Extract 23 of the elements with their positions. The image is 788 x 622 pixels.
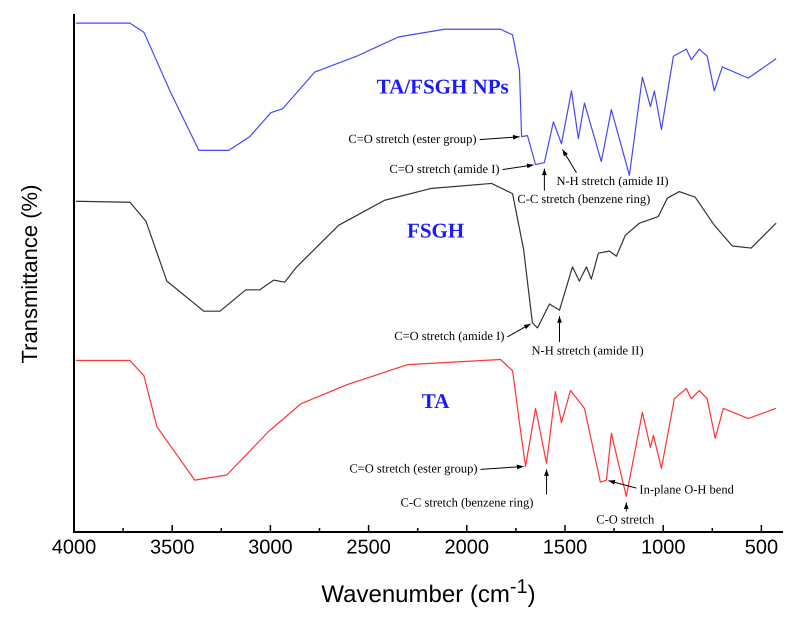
x-tick-label: 1500 bbox=[542, 536, 588, 559]
annotation: C-C stretch (benzene ring) bbox=[400, 496, 534, 510]
annotation: N-H stretch (amide II) bbox=[556, 174, 669, 188]
annotation: C=O stretch (amide I) bbox=[389, 162, 500, 176]
x-tick-label: 3000 bbox=[248, 536, 293, 559]
x-tick-label: 2500 bbox=[346, 536, 391, 559]
x-tick-label: 1000 bbox=[640, 536, 686, 559]
series-label: FSGH bbox=[406, 218, 464, 243]
series-label: TA/FSGH NPs bbox=[376, 74, 509, 99]
annotation: In-plane O-H bend bbox=[639, 482, 735, 496]
x-tick-label: 4000 bbox=[52, 536, 96, 559]
annotation: N-H stretch (amide II) bbox=[532, 343, 644, 358]
x-axis-title: Wavenumber (cm$^{-1}$) bbox=[320, 576, 537, 609]
annotation: C=O stretch (ester group) bbox=[348, 132, 477, 146]
annotation: C=O stretch (ester group) bbox=[349, 462, 478, 476]
y-axis-title: Transmittance (%) bbox=[17, 184, 43, 364]
x-tick-label: 2000 bbox=[444, 536, 490, 559]
series-label: TA bbox=[422, 388, 450, 413]
annotation: C-O stretch bbox=[596, 512, 655, 527]
annotation: C-C stretch (benzene ring) bbox=[517, 192, 650, 206]
x-tick-label: 3500 bbox=[150, 536, 194, 559]
annotation: C=O stretch (amide I) bbox=[394, 329, 504, 344]
x-tick-label: 500 bbox=[744, 536, 778, 559]
